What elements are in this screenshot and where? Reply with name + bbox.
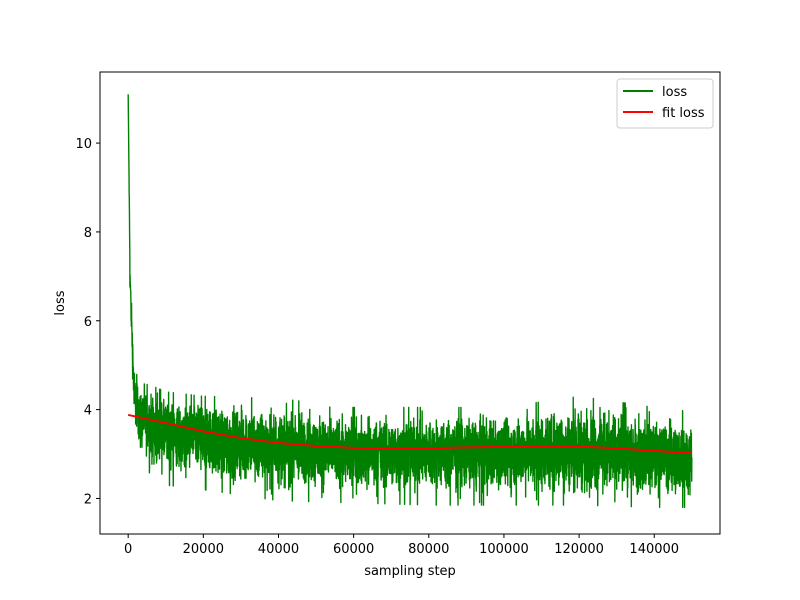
- x-tick-label: 60000: [333, 542, 374, 557]
- y-axis-label: loss: [53, 290, 68, 315]
- x-tick-label: 80000: [408, 542, 449, 557]
- legend: loss fit loss: [616, 78, 714, 129]
- axes-frame: [99, 71, 721, 535]
- series-fit-loss-line: [127, 413, 692, 455]
- legend-label-loss: loss: [662, 85, 687, 100]
- legend-label-fit-loss: fit loss: [662, 106, 705, 121]
- x-axis-label: sampling step: [364, 564, 456, 579]
- x-tick-label: 100000: [479, 542, 529, 557]
- x-tick-label: 120000: [554, 542, 604, 557]
- x-tick-label: 40000: [258, 542, 299, 557]
- y-tick-label: 10: [75, 137, 92, 152]
- plot-layer: [127, 94, 693, 509]
- x-tick-label: 20000: [183, 542, 224, 557]
- x-axis: 0 20000 40000 60000 80000 100000 120000 140000: [124, 534, 679, 557]
- y-tick-label: 2: [84, 492, 92, 507]
- x-tick-label: 140000: [629, 542, 679, 557]
- y-tick-label: 6: [84, 315, 92, 330]
- y-axis: 2 4 6 8 10: [75, 137, 100, 507]
- y-tick-label: 8: [84, 226, 92, 241]
- x-tick-label: 0: [124, 542, 132, 557]
- series-loss-line: [127, 94, 693, 509]
- y-tick-label: 4: [84, 404, 92, 419]
